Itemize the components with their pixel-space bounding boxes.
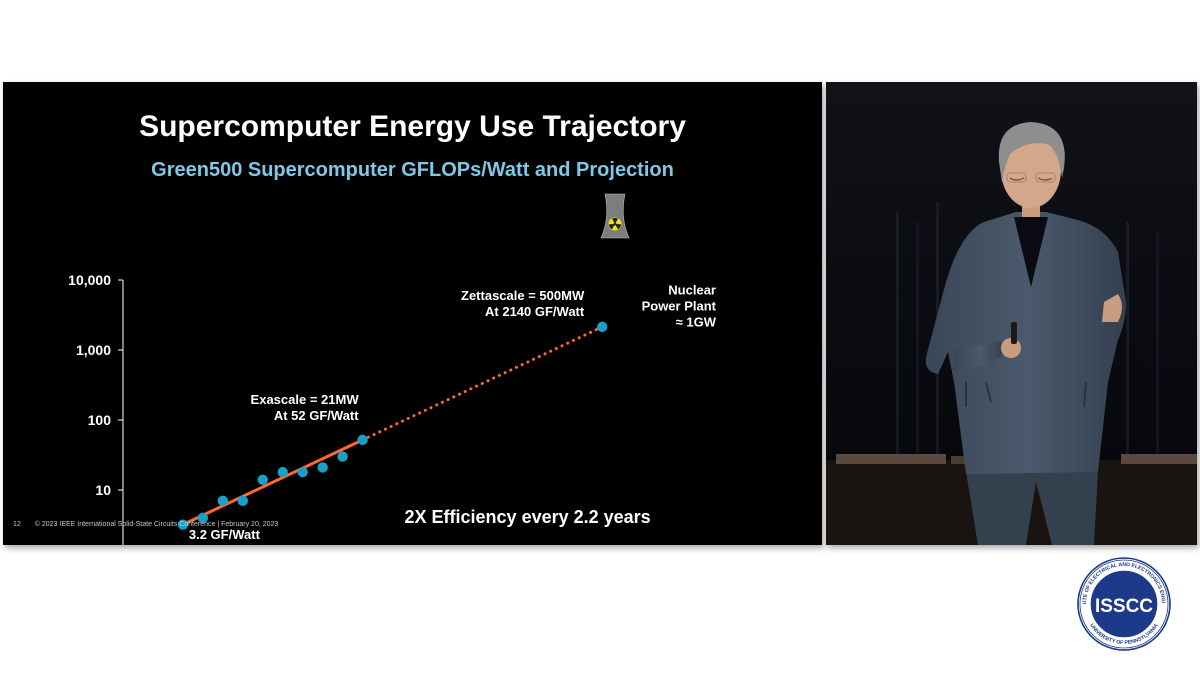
speaker-camera-feed [826,82,1197,545]
slide-number: 12 [13,521,21,528]
annotation-nuclear: Nuclear Power Plant ≈ 1GW [642,283,717,330]
nuclear-plant-icon [600,193,630,239]
annotation-exascale: Exascale = 21MW At 52 GF/Watt [251,392,360,423]
logo-text: ISSCC [1095,596,1153,617]
annotation-line: 3.2 GF/Watt [189,527,261,542]
data-point [277,466,288,478]
annotation-line: Nuclear [668,283,716,298]
annotation-line: 2X Efficiency every 2.2 years [405,507,651,527]
data-point [337,451,348,462]
annotation-line: At 2140 GF/Watt [485,304,585,319]
isscc-logo: INSTITUTE OF ELECTRICAL AND ELECTRONICS … [1070,548,1171,651]
copyright-text: © 2023 IEEE International Solid-State Ci… [34,521,279,528]
data-point [217,495,229,507]
data-point [197,512,209,524]
annotation-zettascale: Zettascale = 500MW At 2140 GF/Watt [461,288,585,319]
slide-title: Supercomputer Energy Use Trajectory [139,110,686,143]
annotation-line: Exascale = 21MW [251,392,360,407]
chart-annotations: 3.2 GF/Watt Exascale = 21MW At 52 GF/Watt Z… [189,283,717,542]
y-tick-label: 1,000 [76,342,111,358]
annotation-line: Zettascale = 500MW [461,288,585,303]
chart-axes [118,279,124,545]
data-point [257,474,268,485]
annotation-line: Power Plant [642,299,717,314]
trend-line [181,438,365,527]
annotation-line: ≈ 1GW [676,315,717,330]
chart-points [177,321,608,530]
data-point [297,466,308,478]
chart-tick-labels: 20102015202020252030203520401101001,0001… [68,272,112,498]
speaker-figure [925,122,1126,545]
projection-line [361,325,604,442]
data-point [597,321,608,333]
y-tick-label: 100 [88,412,112,428]
y-tick-label: 10,000 [68,272,111,288]
data-point [317,462,328,473]
y-tick-label: 10 [95,482,111,498]
data-point [177,519,189,530]
data-point [357,434,368,446]
chart-title: Green500 Supercomputer GFLOPs/Watt and P… [151,159,674,181]
slide-footer: 12 © 2023 IEEE International Solid-State… [13,521,278,528]
presentation-slide: Supercomputer Energy Use Trajectory Gree… [3,82,822,545]
energy-trajectory-chart: 20102015202020252030203520401101001,0001… [68,193,717,545]
annotation-start: 3.2 GF/Watt [189,527,261,542]
chart-trend-lines [181,325,604,527]
annotation-efficiency: 2X Efficiency every 2.2 years [405,507,651,527]
data-point [237,495,248,507]
annotation-line: At 52 GF/Watt [274,408,359,423]
speaker-image [826,82,1197,545]
